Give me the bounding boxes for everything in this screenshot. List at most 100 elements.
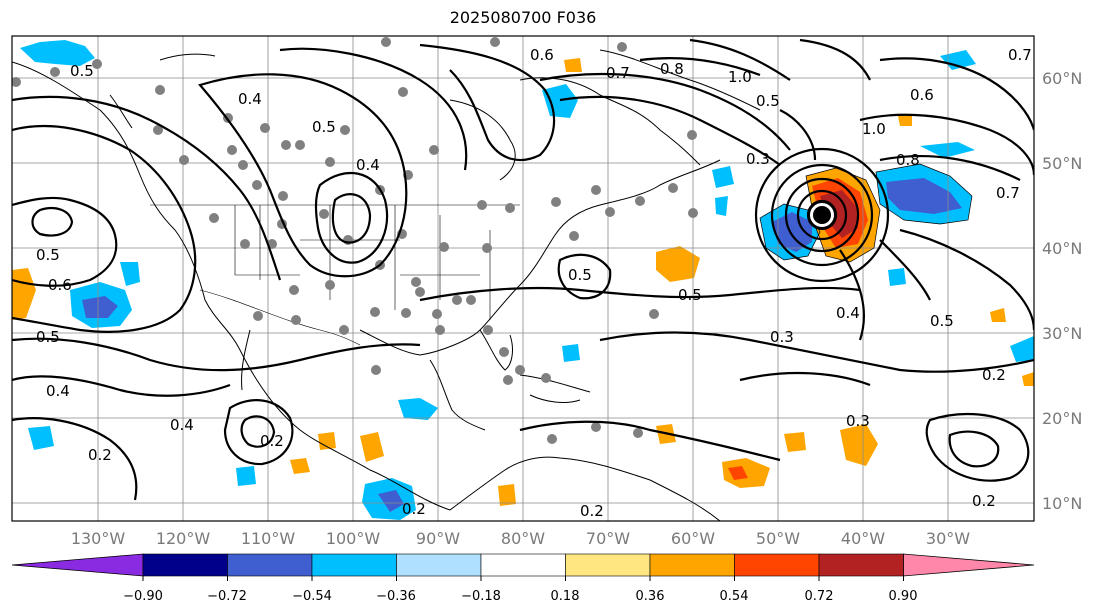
shade-cyan <box>236 466 256 486</box>
contour-label: 0.5 <box>36 246 60 264</box>
longitude-label: 70°W <box>586 529 630 548</box>
contour-label: 0.5 <box>70 62 94 80</box>
colorbar-tick-label: 0.72 <box>805 589 834 604</box>
latitude-label: 20°N <box>1042 409 1082 428</box>
coastlines <box>12 49 761 521</box>
longitude-axis: 130°W 120°W 110°W 100°W 90°W 80°W 70°W 6… <box>71 529 970 548</box>
contour-label: 0.5 <box>568 266 592 284</box>
colorbar-segment <box>818 553 904 577</box>
shade-orange <box>318 432 336 450</box>
colorbar-tick-label: −0.54 <box>292 589 332 604</box>
contour-label: 0.4 <box>238 90 262 108</box>
contour-label: 0.7 <box>1008 46 1032 64</box>
shade-orange <box>498 484 516 506</box>
contour-label: 0.8 <box>660 60 684 78</box>
shade-blue <box>772 212 812 252</box>
contour-label: 0.7 <box>996 184 1020 202</box>
shade-cyan <box>562 344 580 362</box>
colorbar-segment <box>734 553 820 577</box>
contour-label: 0.6 <box>910 86 934 104</box>
shade-orange <box>722 458 770 488</box>
shade-orange <box>360 432 384 462</box>
longitude-label: 110°W <box>241 529 296 548</box>
map-frame <box>11 35 1035 522</box>
shade-cyan <box>712 166 734 188</box>
shade-blue <box>886 178 962 214</box>
shade-cyan <box>542 84 578 118</box>
colorbar-segment <box>142 553 228 577</box>
colorbar-extend-high <box>903 553 1035 577</box>
latitude-axis: 60°N 50°N 40°N 30°N 20°N 10°N <box>1042 69 1082 513</box>
shading-outlines <box>759 163 973 263</box>
shade-orange <box>1022 372 1034 386</box>
shade-cyan <box>715 196 728 216</box>
longitude-label: 60°W <box>671 529 715 548</box>
storm-center-marker <box>813 206 831 224</box>
longitude-label: 100°W <box>326 529 381 548</box>
latitude-label: 40°N <box>1042 239 1082 258</box>
contour-label: 0.3 <box>770 328 794 346</box>
longitude-label: 40°W <box>841 529 885 548</box>
colorbar-segment <box>227 553 313 577</box>
shade-orange <box>656 246 700 282</box>
longitude-label: 90°W <box>416 529 460 548</box>
contour-label: 1.0 <box>728 68 752 86</box>
shade-cyan <box>28 426 54 450</box>
latitude-label: 60°N <box>1042 69 1082 88</box>
colorbar-tick-label: 0.18 <box>551 589 580 604</box>
contour-label: 1.0 <box>862 120 886 138</box>
shade-orange <box>784 432 806 452</box>
colorbar-tick-label: 0.36 <box>636 589 665 604</box>
colorbar-extend-low <box>11 553 144 577</box>
latitude-label: 50°N <box>1042 154 1082 173</box>
shade-orange <box>898 114 912 126</box>
contour-label: 0.5 <box>678 286 702 304</box>
contour-label: 0.2 <box>88 446 112 464</box>
colorbar-tick-label: −0.18 <box>461 589 501 604</box>
contour-label: 0.2 <box>580 502 604 520</box>
colorbar-tick-label: −0.36 <box>376 589 416 604</box>
contour-label: 0.6 <box>530 46 554 64</box>
contour-label: 0.2 <box>402 500 426 518</box>
colorbar-segment <box>649 553 735 577</box>
contour-label: 0.3 <box>846 412 870 430</box>
contour-label: 0.2 <box>260 432 284 450</box>
contour-label: 0.3 <box>746 150 770 168</box>
longitude-label: 50°W <box>756 529 800 548</box>
longitude-label: 130°W <box>71 529 126 548</box>
station-dots <box>12 37 698 444</box>
shade-cyan <box>920 142 975 158</box>
colorbar-segment <box>311 553 397 577</box>
shade-orange <box>990 308 1006 322</box>
contour-label: 0.7 <box>606 64 630 82</box>
contour-label: 0.2 <box>982 366 1006 384</box>
shade-cyan <box>20 40 95 66</box>
colorbar-segment <box>565 553 651 577</box>
contour-label: 0.2 <box>972 492 996 510</box>
shade-orange <box>840 424 878 466</box>
colorbar-tick-label: −0.90 <box>123 589 163 604</box>
contour-label: 0.8 <box>896 151 920 169</box>
shade-orange <box>564 58 582 72</box>
shade-orange <box>290 458 310 474</box>
colorbar-segment <box>480 553 566 577</box>
colorbar-segment <box>396 553 482 577</box>
latitude-label: 10°N <box>1042 494 1082 513</box>
shade-cyan <box>398 398 438 420</box>
contour-label: 0.4 <box>170 416 194 434</box>
contour-label: 0.5 <box>930 312 954 330</box>
contour-label: 0.5 <box>36 328 60 346</box>
shade-red <box>728 466 748 480</box>
longitude-label: 30°W <box>926 529 970 548</box>
contour-label: 0.6 <box>48 276 72 294</box>
colorbar-tick-label: −0.72 <box>207 589 247 604</box>
colorbar-tick-label: 0.54 <box>720 589 749 604</box>
contour-label: 0.4 <box>836 304 860 322</box>
contour-label-group: 0.5 0.4 0.5 0.6 0.7 0.8 1.0 0.8 0.5 0.6 … <box>36 46 1032 520</box>
colorbar-labels: −0.90 −0.72 −0.54 −0.36 −0.18 0.18 0.36 … <box>123 589 917 604</box>
longitude-label: 80°W <box>501 529 545 548</box>
shade-cyan <box>940 50 976 70</box>
longitude-label: 120°W <box>156 529 211 548</box>
contour-label: 0.5 <box>756 92 780 110</box>
